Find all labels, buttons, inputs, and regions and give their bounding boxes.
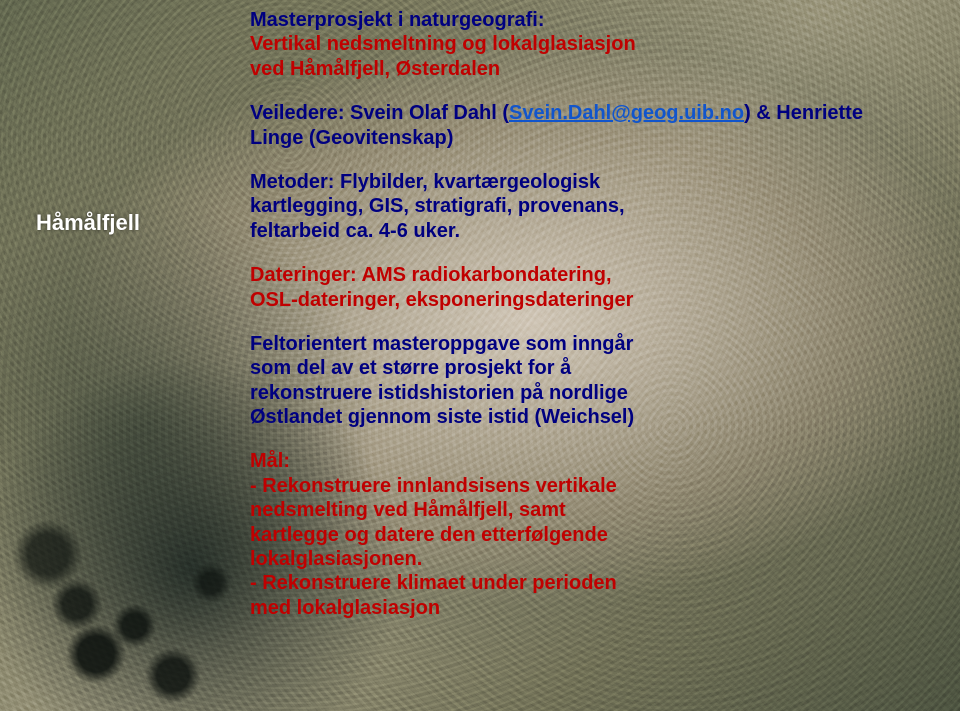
methods-line1: Metoder: Flybilder, kvartærgeologisk xyxy=(250,170,954,194)
goal-line4: lokalglasiasjonen. xyxy=(250,547,954,571)
slide-root: Håmålfjell Masterprosjekt i naturgeograf… xyxy=(0,0,960,711)
supervisor-line1: Veiledere: Svein Olaf Dahl (Svein.Dahl@g… xyxy=(250,101,954,125)
datings-label: Dateringer: xyxy=(250,264,357,286)
datings-line2: OSL-dateringer, eksponeringsdateringer xyxy=(250,288,954,312)
goal-label: Mål: xyxy=(250,449,954,473)
goal-line1: - Rekonstruere innlandsisens vertikale xyxy=(250,474,954,498)
goal-line2: nedsmelting ved Håmålfjell, samt xyxy=(250,498,954,522)
body-line4: Østlandet gjennom siste istid (Weichsel) xyxy=(250,405,954,429)
project-title: Masterprosjekt i naturgeografi: xyxy=(250,8,954,32)
methods-text-after: Flybilder, kvartærgeologisk xyxy=(334,171,600,193)
supervisor-email-link[interactable]: Svein.Dahl@geog.uib.no xyxy=(509,102,744,124)
datings-line1: Dateringer: AMS radiokarbondatering, xyxy=(250,263,954,287)
body-line1: Feltorientert masteroppgave som inngår xyxy=(250,332,954,356)
methods-line2: kartlegging, GIS, stratigrafi, provenans… xyxy=(250,194,954,218)
goal-line3: kartlegge og datere den etterfølgende xyxy=(250,523,954,547)
supervisor-line2: Linge (Geovitenskap) xyxy=(250,126,954,150)
supervisor-prefix: Veiledere: Svein Olaf Dahl ( xyxy=(250,102,509,124)
datings-text-after: AMS radiokarbondatering, xyxy=(357,264,612,286)
project-subtitle-line2: ved Håmålfjell, Østerdalen xyxy=(250,57,954,81)
map-location-label: Håmålfjell xyxy=(36,210,140,236)
methods-line3: feltarbeid ca. 4-6 uker. xyxy=(250,219,954,243)
goal-line5: - Rekonstruere klimaet under perioden xyxy=(250,571,954,595)
project-subtitle-line1: Vertikal nedsmeltning og lokalglasiasjon xyxy=(250,32,954,56)
supervisor-after-email: ) & Henriette xyxy=(744,102,863,124)
text-content-block: Masterprosjekt i naturgeografi: Vertikal… xyxy=(250,8,954,620)
body-line2: som del av et større prosjekt for å xyxy=(250,356,954,380)
methods-label: Metoder: xyxy=(250,171,334,193)
body-line3: rekonstruere istidshistorien på nordlige xyxy=(250,381,954,405)
goal-line6: med lokalglasiasjon xyxy=(250,596,954,620)
